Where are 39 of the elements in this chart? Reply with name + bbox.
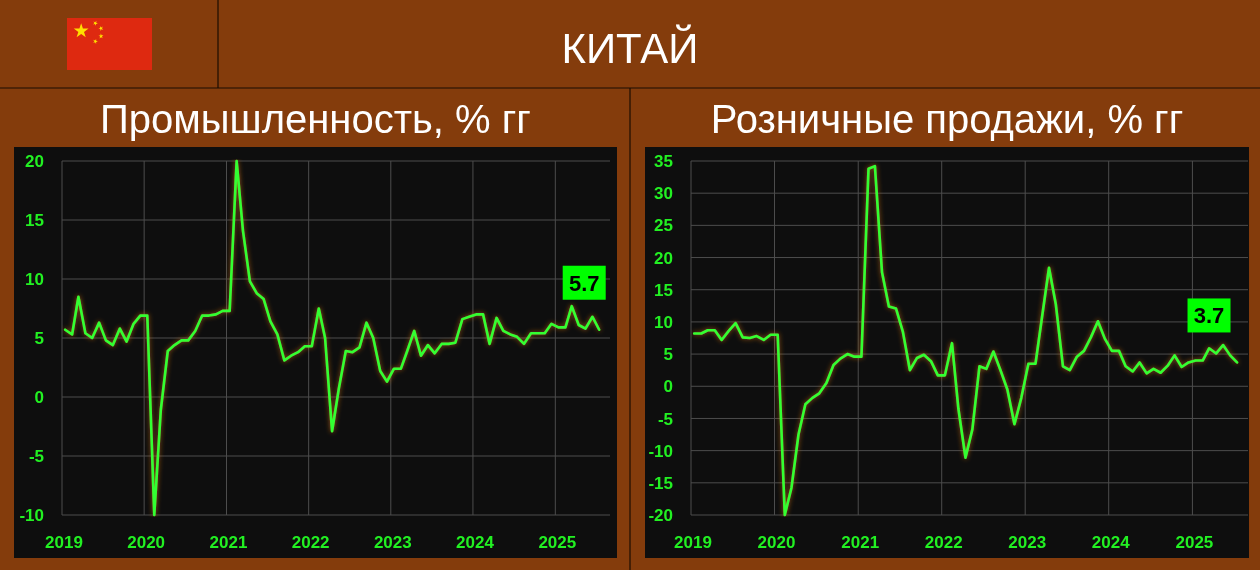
line-series xyxy=(692,164,1239,517)
y-tick-label: -5 xyxy=(28,447,44,467)
chart-title: Промышленность, % гг xyxy=(100,97,531,141)
text: КИТАЙ xyxy=(561,24,699,72)
x-tick-label: 2024 xyxy=(456,533,495,552)
y-tick-label: -15 xyxy=(648,473,673,493)
x-tick-label: 2020 xyxy=(757,533,796,552)
chart-title: Розничные продажи, % гг xyxy=(710,97,1184,141)
y-tick-label: -5 xyxy=(657,409,673,429)
y-tick-label: 30 xyxy=(654,184,673,204)
y-tick-label: 5 xyxy=(34,329,44,349)
x-tick-label: 2025 xyxy=(1175,533,1214,552)
y-tick-label: 20 xyxy=(654,248,673,268)
y-tick-label: -10 xyxy=(19,506,44,526)
x-tick-label: 2019 xyxy=(45,533,83,552)
annotation: 3.7 xyxy=(1193,303,1225,329)
x-tick-label: 2021 xyxy=(209,533,248,552)
y-tick-label: -10 xyxy=(648,441,673,461)
y-tick-label: 35 xyxy=(654,152,673,172)
x-tick-label: 2022 xyxy=(291,533,330,552)
y-tick-label: 15 xyxy=(654,280,673,300)
y-tick-label: 0 xyxy=(663,377,673,397)
x-tick-label: 2024 xyxy=(1091,533,1131,552)
y-tick-label: 0 xyxy=(34,388,44,408)
x-tick-label: 2022 xyxy=(924,533,963,552)
y-tick-label: 5 xyxy=(663,345,673,365)
x-tick-label: 2023 xyxy=(373,533,412,552)
y-tick-label: -20 xyxy=(648,506,673,526)
x-tick-label: 2021 xyxy=(841,533,880,552)
y-tick-label: 15 xyxy=(25,211,44,231)
annotation: 5.7 xyxy=(568,270,600,296)
y-tick-label: 25 xyxy=(654,216,673,236)
x-tick-label: 2019 xyxy=(674,533,712,552)
y-tick-label: 10 xyxy=(654,313,673,333)
x-tick-label: 2020 xyxy=(127,533,166,552)
x-tick-label: 2025 xyxy=(538,533,577,552)
y-tick-label: 20 xyxy=(25,152,44,172)
y-tick-label: 10 xyxy=(25,270,44,290)
x-tick-label: 2023 xyxy=(1008,533,1047,552)
